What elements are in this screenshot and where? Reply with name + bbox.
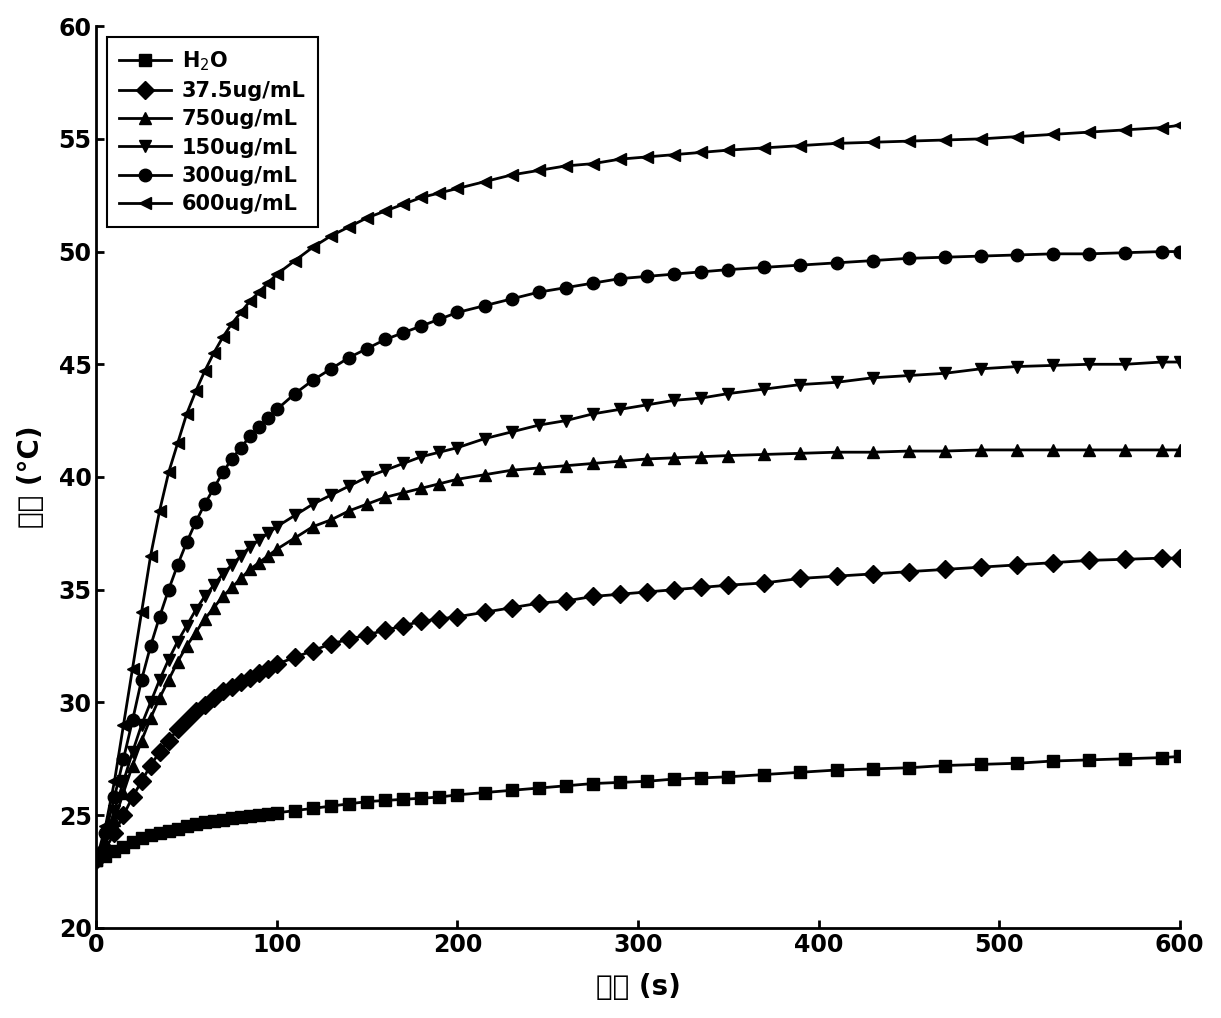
- 150ug/mL: [89, 854, 104, 866]
- 600ug/mL: [170, 437, 184, 449]
- 37.5ug/mL: [477, 606, 492, 618]
- 600ug/mL: [432, 187, 447, 200]
- Line: H$_2$O: H$_2$O: [90, 750, 1186, 866]
- Line: 300ug/mL: 300ug/mL: [90, 245, 1186, 866]
- 300ug/mL: [504, 293, 519, 305]
- H$_2$O: [170, 823, 184, 835]
- 300ug/mL: [1154, 245, 1168, 258]
- 600ug/mL: [613, 153, 628, 165]
- X-axis label: 时间 (s): 时间 (s): [596, 973, 680, 1002]
- 750ug/mL: [432, 477, 447, 490]
- 150ug/mL: [504, 426, 519, 438]
- 37.5ug/mL: [1172, 552, 1187, 564]
- 750ug/mL: [477, 468, 492, 480]
- H$_2$O: [613, 777, 628, 789]
- 300ug/mL: [432, 314, 447, 326]
- 37.5ug/mL: [270, 658, 284, 670]
- 600ug/mL: [1172, 119, 1187, 131]
- 750ug/mL: [89, 854, 104, 866]
- Legend: H$_2$O, 37.5ug/mL, 750ug/mL, 150ug/mL, 300ug/mL, 600ug/mL: H$_2$O, 37.5ug/mL, 750ug/mL, 150ug/mL, 3…: [106, 37, 319, 227]
- 300ug/mL: [270, 403, 284, 415]
- H$_2$O: [270, 806, 284, 818]
- 150ug/mL: [613, 403, 628, 415]
- H$_2$O: [477, 787, 492, 799]
- 37.5ug/mL: [89, 854, 104, 866]
- H$_2$O: [504, 784, 519, 796]
- Line: 37.5ug/mL: 37.5ug/mL: [90, 552, 1186, 866]
- 600ug/mL: [89, 854, 104, 866]
- 37.5ug/mL: [613, 588, 628, 601]
- Line: 150ug/mL: 150ug/mL: [90, 355, 1186, 866]
- H$_2$O: [432, 791, 447, 803]
- 750ug/mL: [504, 464, 519, 476]
- 600ug/mL: [270, 268, 284, 280]
- 150ug/mL: [170, 635, 184, 647]
- 37.5ug/mL: [432, 613, 447, 625]
- 150ug/mL: [432, 446, 447, 458]
- 750ug/mL: [170, 656, 184, 668]
- 37.5ug/mL: [170, 724, 184, 736]
- 300ug/mL: [170, 559, 184, 571]
- Y-axis label: 温度 (°C): 温度 (°C): [17, 426, 45, 528]
- Line: 750ug/mL: 750ug/mL: [90, 444, 1186, 866]
- 300ug/mL: [613, 273, 628, 285]
- 750ug/mL: [613, 455, 628, 467]
- 150ug/mL: [1154, 356, 1168, 369]
- 300ug/mL: [477, 299, 492, 312]
- 150ug/mL: [270, 520, 284, 532]
- 37.5ug/mL: [1154, 552, 1168, 564]
- 600ug/mL: [504, 169, 519, 181]
- 37.5ug/mL: [504, 602, 519, 614]
- 150ug/mL: [1172, 356, 1187, 369]
- 750ug/mL: [973, 444, 988, 456]
- H$_2$O: [89, 854, 104, 866]
- 600ug/mL: [477, 175, 492, 187]
- 300ug/mL: [1172, 245, 1187, 258]
- Line: 600ug/mL: 600ug/mL: [90, 119, 1186, 866]
- H$_2$O: [1172, 750, 1187, 762]
- 150ug/mL: [477, 433, 492, 445]
- 750ug/mL: [1172, 444, 1187, 456]
- 300ug/mL: [89, 854, 104, 866]
- 750ug/mL: [270, 543, 284, 555]
